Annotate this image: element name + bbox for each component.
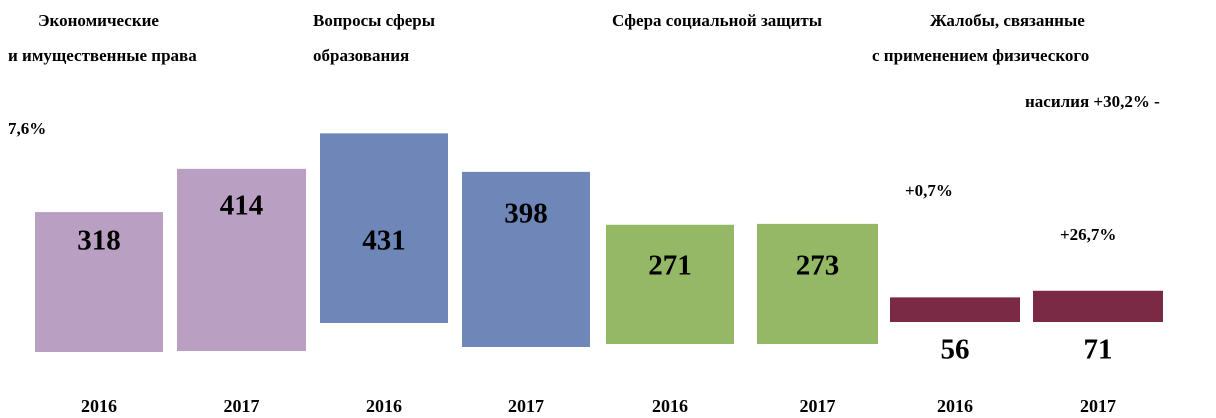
group-title: с применением физического (872, 46, 1089, 65)
group-title: образования (313, 46, 409, 65)
annotation: +0,7% (905, 181, 953, 200)
x-tick-label: 2017 (224, 396, 260, 416)
group-title: Экономические (38, 11, 159, 30)
group-title: Вопросы сферы (313, 11, 435, 30)
x-tick-label: 2016 (81, 396, 117, 416)
bar (462, 171, 590, 347)
value-label: 318 (77, 225, 121, 257)
bar (35, 212, 163, 352)
group-title: насилия +30,2% - (1025, 92, 1160, 111)
group-title: Жалобы, связанные (930, 11, 1085, 30)
x-tick-label: 2017 (1080, 396, 1116, 416)
x-tick-label: 2017 (800, 396, 836, 416)
bar (177, 168, 306, 351)
annotation: 7,6% (8, 119, 46, 138)
bar (606, 224, 734, 344)
group-title: Сфера социальной защиты (612, 11, 822, 30)
bar (1033, 290, 1163, 322)
value-label: 273 (796, 250, 840, 282)
value-label: 431 (362, 225, 406, 257)
group-title: и имущественные права (8, 46, 197, 65)
x-tick-label: 2017 (508, 396, 544, 416)
value-label: 271 (648, 250, 692, 282)
value-label: 398 (504, 198, 548, 230)
x-tick-label: 2016 (937, 396, 973, 416)
x-tick-label: 2016 (366, 396, 402, 416)
value-label: 56 (941, 334, 970, 366)
value-label: 414 (220, 190, 264, 222)
bar (757, 223, 878, 344)
bar (320, 133, 448, 323)
x-tick-label: 2016 (652, 396, 688, 416)
value-label: 71 (1084, 334, 1113, 366)
annotation: +26,7% (1060, 225, 1116, 244)
bar (890, 297, 1020, 322)
